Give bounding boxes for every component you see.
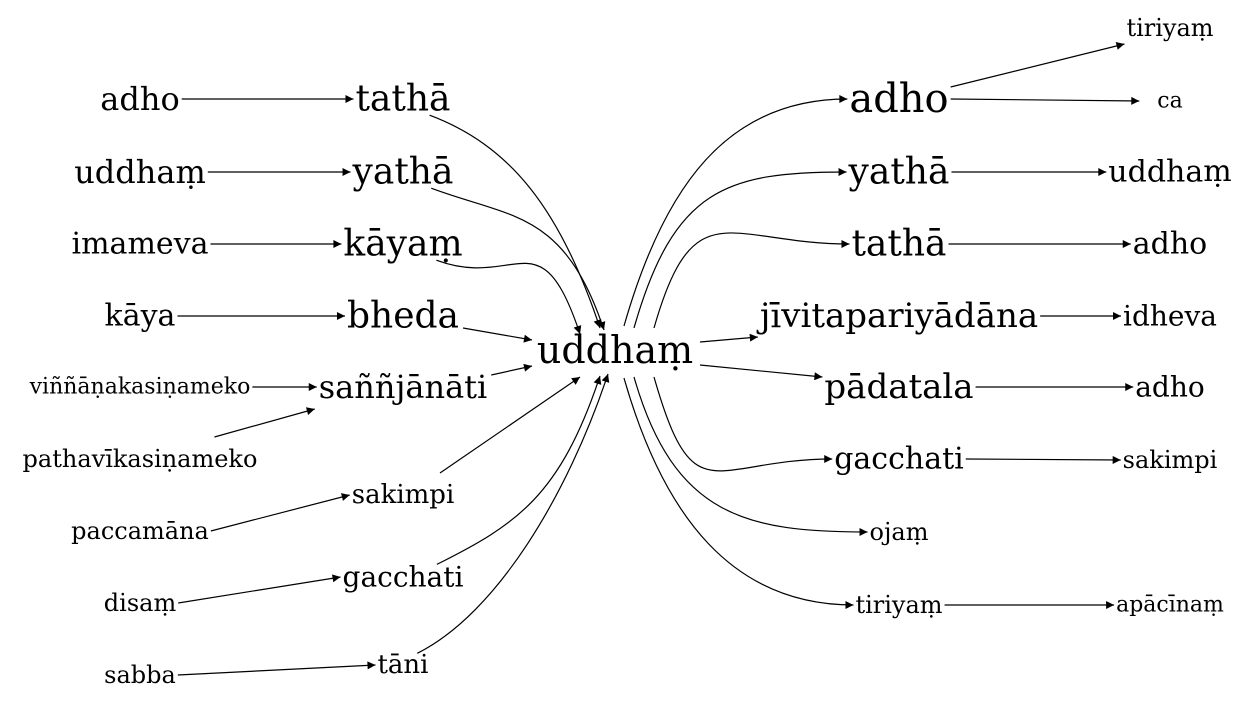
node-ro-tiriyam: tiriyaṃ (1126, 14, 1213, 42)
edge-center-to-rm-padatala (699, 364, 823, 381)
nodes-layer: uddhaṃ tathā yathā kāyaṃ bheda saññjānāti saki… (23, 14, 1232, 689)
node-lm-gacchati: gacchati (343, 561, 464, 594)
node-lo-imameva: imameva (72, 227, 209, 262)
node-lm-tani: tāni (377, 650, 428, 680)
node-lm-tatha: tathā (355, 79, 450, 120)
node-lo-uddham: uddhaṃ (74, 153, 206, 191)
node-lm-bheda: bheda (347, 296, 459, 337)
node-rm-ojam: ojaṃ (870, 518, 929, 546)
edge-center-to-rm-tatha (653, 232, 850, 329)
node-lo-disam: disaṃ (104, 589, 177, 617)
node-rm-gacchati: gacchati (834, 442, 964, 477)
node-rm-yatha: yathā (848, 152, 950, 193)
edge-rm-adho-to-ro-tiriyam (950, 42, 1125, 88)
node-lo-paccamana: paccamāna (71, 517, 209, 545)
node-ro-adho2: adho (1135, 371, 1205, 404)
edge-lm-tani-to-center (417, 373, 610, 654)
edge-rm-adho-to-ro-ca (950, 96, 1140, 105)
node-lo-pathavi: pathavīkasiṇameko (23, 445, 258, 473)
edge-lm-sakimpi-to-center (439, 376, 581, 474)
edge-center-to-rm-gacchati (653, 376, 833, 472)
node-rm-jivita: jīvitapariyādāna (756, 296, 1038, 336)
edge-lm-bheda-to-center (462, 327, 533, 343)
node-rm-padatala: pādatala (824, 367, 973, 407)
edges-layer (177, 42, 1140, 676)
edge-lm-kayam-to-center (436, 259, 582, 335)
node-lo-adho: adho (100, 80, 179, 118)
node-lo-vinnana: viññāṇakasiṇameko (29, 375, 251, 400)
node-lo-sabba: sabba (104, 661, 176, 689)
node-lo-kaya: kāya (105, 299, 176, 334)
node-ro-apacinam: apācīnaṃ (1116, 593, 1224, 618)
edge-center-to-rm-jivita (699, 333, 758, 343)
edge-lo-disam-to-lm-gacchati (178, 574, 341, 604)
node-ro-uddham: uddhaṃ (1108, 155, 1231, 190)
edge-lm-yatha-to-center (431, 187, 606, 331)
node-lm-sakimpi: sakimpi (352, 480, 455, 510)
edge-lo-paccamana-to-lm-sakimpi (210, 493, 350, 532)
edge-center-to-rm-ojam (633, 376, 868, 536)
edge-lm-sanjanati-to-center (491, 363, 533, 376)
node-lm-sanjanati: saññjānāti (319, 368, 488, 406)
edge-center-to-rm-adho (623, 95, 848, 327)
edge-lm-gacchati-to-center (436, 375, 602, 565)
node-ro-idheva: idheva (1123, 300, 1217, 333)
node-rm-tatha: tathā (851, 224, 946, 265)
node-rm-tiriyam: tiriyaṃ (855, 591, 942, 619)
edge-rm-gacchati-to-ro-sakimpi (965, 455, 1121, 464)
edge-center-to-rm-yatha (633, 168, 847, 329)
node-center: uddhaṃ (537, 328, 693, 372)
node-ro-adho1: adho (1133, 227, 1207, 262)
node-lm-yatha: yathā (352, 152, 454, 193)
edge-lo-pathavi-to-lm-sanjanati (214, 407, 315, 438)
node-rm-adho: adho (849, 76, 948, 122)
edge-lo-sabba-to-lm-tani (177, 661, 376, 676)
node-ro-ca: ca (1157, 89, 1182, 114)
edge-lm-tatha-to-center (429, 114, 602, 329)
edge-center-to-rm-tiriyam (623, 377, 854, 609)
node-ro-sakimpi: sakimpi (1123, 446, 1218, 474)
node-lm-kayam: kāyaṃ (343, 224, 462, 265)
